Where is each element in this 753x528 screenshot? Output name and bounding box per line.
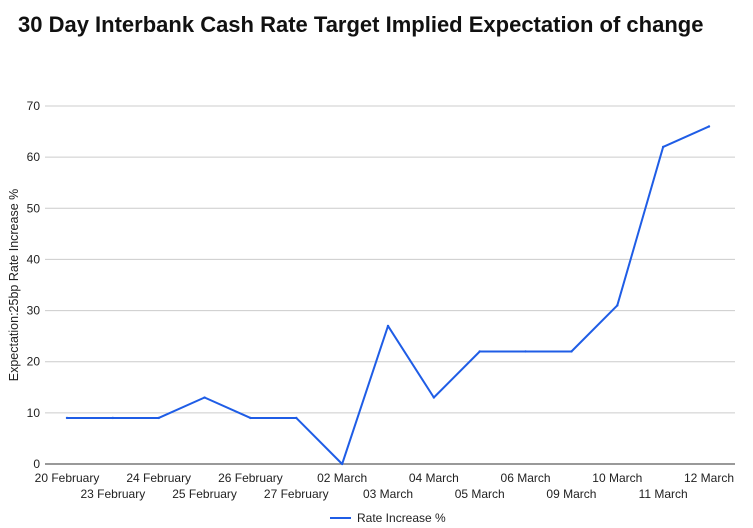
x-tick-label: 20 February — [35, 471, 100, 485]
data-point — [249, 416, 252, 420]
x-tick-label: 25 February — [172, 487, 237, 501]
x-tick-label: 11 March — [639, 487, 688, 501]
data-point — [386, 324, 390, 328]
y-axis-label: Expectation:25bp Rate Increase % — [7, 189, 21, 381]
x-tick-label: 27 February — [264, 487, 329, 501]
x-tick-label: 06 March — [501, 471, 551, 485]
y-tick-label: 0 — [33, 457, 40, 471]
x-tick-label: 12 March — [684, 471, 734, 485]
x-tick-label: 04 March — [409, 471, 459, 485]
data-point — [65, 416, 69, 420]
y-tick-label: 30 — [27, 304, 41, 318]
data-point — [478, 350, 481, 353]
data-point — [157, 416, 160, 420]
x-tick-label: 26 February — [218, 471, 283, 485]
y-tick-label: 10 — [27, 406, 41, 420]
x-tick-label: 23 February — [81, 487, 146, 501]
data-point — [570, 350, 573, 353]
gridlines — [45, 105, 735, 465]
data-point — [524, 350, 527, 353]
y-tick-label: 60 — [27, 150, 41, 164]
y-tick-label: 20 — [27, 355, 41, 369]
y-tick-label: 50 — [27, 201, 41, 215]
y-tick-label: 70 — [27, 99, 41, 113]
data-point — [432, 396, 436, 399]
data-point — [340, 462, 344, 466]
data-point — [203, 396, 206, 399]
data-point — [707, 125, 711, 128]
x-tick-label: 05 March — [455, 487, 505, 501]
data-point — [616, 304, 619, 307]
x-tick-label: 09 March — [546, 487, 596, 501]
x-tick-label: 10 March — [592, 471, 642, 485]
data-point — [295, 416, 298, 420]
series-line — [67, 125, 710, 465]
x-tick-label: 03 March — [363, 487, 413, 501]
data-point — [661, 145, 665, 149]
y-tick-label: 40 — [27, 252, 41, 266]
x-axis-ticks: 20 February 23 February 24 February 25 Febr… — [35, 471, 734, 501]
x-tick-label: 24 February — [126, 471, 191, 485]
chart-title: 30 Day Interbank Cash Rate Target Implie… — [18, 12, 704, 37]
data-point — [111, 416, 115, 420]
legend: Rate Increase % — [330, 511, 446, 525]
series-group — [65, 125, 711, 466]
x-tick-label: 02 March — [317, 471, 367, 485]
legend-label: Rate Increase % — [357, 511, 446, 525]
y-axis-ticks: 0 10 20 30 40 50 60 70 — [27, 99, 41, 471]
